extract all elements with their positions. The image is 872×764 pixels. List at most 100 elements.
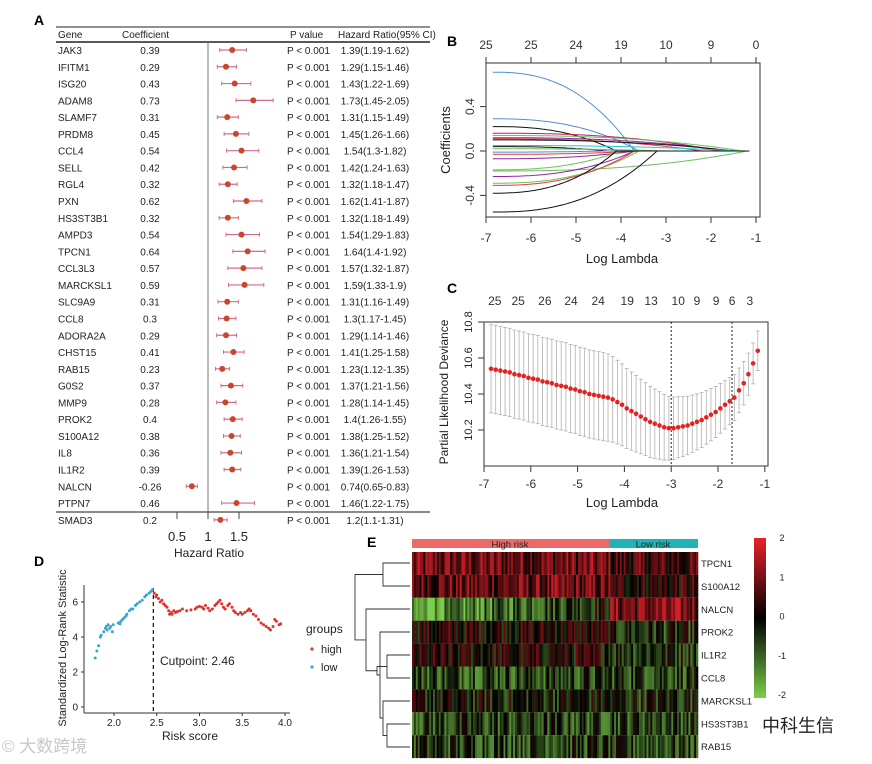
- y-tick-label: 10.8: [463, 311, 475, 332]
- heatmap-cell: [636, 712, 640, 736]
- heatmap-cell: [564, 712, 567, 736]
- heatmap-cell: [438, 666, 441, 690]
- heatmap-cell: [501, 712, 504, 736]
- p-value: P < 0.001: [287, 63, 330, 74]
- heatmap-cell: [595, 689, 598, 713]
- heatmap-cell: [596, 689, 600, 713]
- heatmap-cell: [608, 712, 611, 736]
- x-tick-label: 3.0: [193, 718, 207, 729]
- heatmap-cell: [457, 597, 460, 621]
- heatmap-cell: [469, 620, 472, 644]
- heatmap-cell: [415, 735, 419, 759]
- heatmap-cell: [623, 620, 626, 644]
- low-point: [150, 588, 154, 592]
- heatmap-cell: [474, 574, 478, 598]
- heatmap-cell: [492, 643, 495, 667]
- heatmap-cell: [604, 574, 607, 598]
- x-tick-label: -6: [526, 231, 537, 245]
- heatmap-cell: [621, 689, 624, 713]
- table-row: S100A12 0.38 P < 0.001 1.38(1.25-1.52): [58, 432, 409, 443]
- heatmap-cell: [516, 689, 520, 713]
- heatmap-cell: [444, 689, 447, 713]
- heatmap-cell: [593, 597, 596, 621]
- table-row: SELL 0.42 P < 0.001 1.42(1.24-1.63): [58, 163, 409, 174]
- heatmap-cell: [520, 712, 523, 736]
- heatmap-cell: [488, 666, 491, 690]
- heatmap-cell: [640, 712, 644, 736]
- top-label: 19: [621, 294, 635, 308]
- hazard-ratio-point: [217, 516, 224, 523]
- heatmap-cell: [455, 552, 459, 575]
- heatmap-cell: [619, 552, 623, 575]
- heatmap-cell: [541, 597, 544, 621]
- hazard-ratio-ci: 1.59(1.33-1.9): [344, 281, 407, 292]
- heatmap-cell: [427, 620, 430, 644]
- hazard-ratio-point: [231, 164, 238, 171]
- heatmap-cell: [614, 666, 617, 690]
- heatmap-cell: [505, 620, 508, 644]
- heatmap-cell: [673, 689, 676, 713]
- heatmap-cell: [448, 712, 451, 736]
- heatmap-cell: [661, 620, 664, 644]
- y-tick-label: 0: [72, 703, 78, 714]
- gene-name: CCL3L3: [58, 264, 95, 275]
- heatmap-cell: [574, 620, 577, 644]
- heatmap-cell: [537, 597, 541, 621]
- heatmap-cell: [551, 735, 554, 759]
- heatmap-cell: [560, 666, 563, 690]
- heatmap-cell: [427, 666, 430, 690]
- heatmap-cell: [469, 552, 472, 575]
- heatmap-cell: [606, 735, 609, 759]
- table-row: IL8 0.36 P < 0.001 1.36(1.21-1.54): [58, 449, 409, 460]
- y-tick-label: -0.4: [463, 185, 477, 206]
- heatmap-cell: [669, 712, 672, 736]
- heatmap-cell: [516, 643, 520, 667]
- heatmap-cell: [555, 620, 558, 644]
- heatmap-cell: [673, 620, 676, 644]
- heatmap-cell: [560, 597, 563, 621]
- heatmap-cell: [499, 620, 502, 644]
- heatmap-cell: [650, 574, 653, 598]
- heatmap-cell: [469, 689, 472, 713]
- deviance-point: [558, 383, 564, 389]
- heatmap-cell: [631, 735, 634, 759]
- heatmap-cell: [482, 712, 485, 736]
- heatmap-cell: [471, 643, 474, 667]
- heatmap-cell: [648, 620, 651, 644]
- heatmap-cell: [669, 689, 672, 713]
- heatmap-cell: [633, 620, 636, 644]
- heatmap-cell: [503, 620, 506, 644]
- heatmap-cell: [530, 552, 533, 575]
- heatmap-cell: [650, 643, 653, 667]
- heatmap-cell: [532, 552, 535, 575]
- heatmap-cell: [446, 574, 449, 598]
- heatmap-cell: [684, 552, 687, 575]
- heatmap-cell: [648, 666, 651, 690]
- heatmap-cell: [583, 574, 586, 598]
- heatmap-cell: [606, 574, 609, 598]
- heatmap-cell: [425, 574, 428, 598]
- row-label: MARCKSL1: [701, 696, 752, 707]
- heatmap-cell: [528, 597, 531, 621]
- heatmap-cell: [421, 666, 424, 690]
- heatmap-cell: [551, 689, 554, 713]
- heatmap-cell: [636, 574, 640, 598]
- table-row: PXN 0.62 P < 0.001 1.62(1.41-1.87): [58, 197, 409, 208]
- heatmap-cell: [596, 620, 600, 644]
- p-value: P < 0.001: [287, 398, 330, 409]
- heatmap-cell: [516, 735, 520, 759]
- heatmap-cell: [682, 712, 685, 736]
- heatmap-cell: [427, 552, 430, 575]
- heatmap-cell: [638, 689, 642, 713]
- coefficient-path: [492, 144, 750, 152]
- heatmap-cell: [453, 620, 457, 644]
- heatmap-cell: [482, 552, 485, 575]
- heatmap-cell: [673, 712, 676, 736]
- heatmap-cell: [541, 735, 544, 759]
- heatmap-cell: [459, 597, 462, 621]
- high-point: [152, 591, 156, 595]
- heatmap-cell: [656, 689, 659, 713]
- heatmap-cell: [665, 643, 668, 667]
- forest-plot-panel: Gene Coefficient P value Hazard Ratio(95…: [56, 26, 436, 560]
